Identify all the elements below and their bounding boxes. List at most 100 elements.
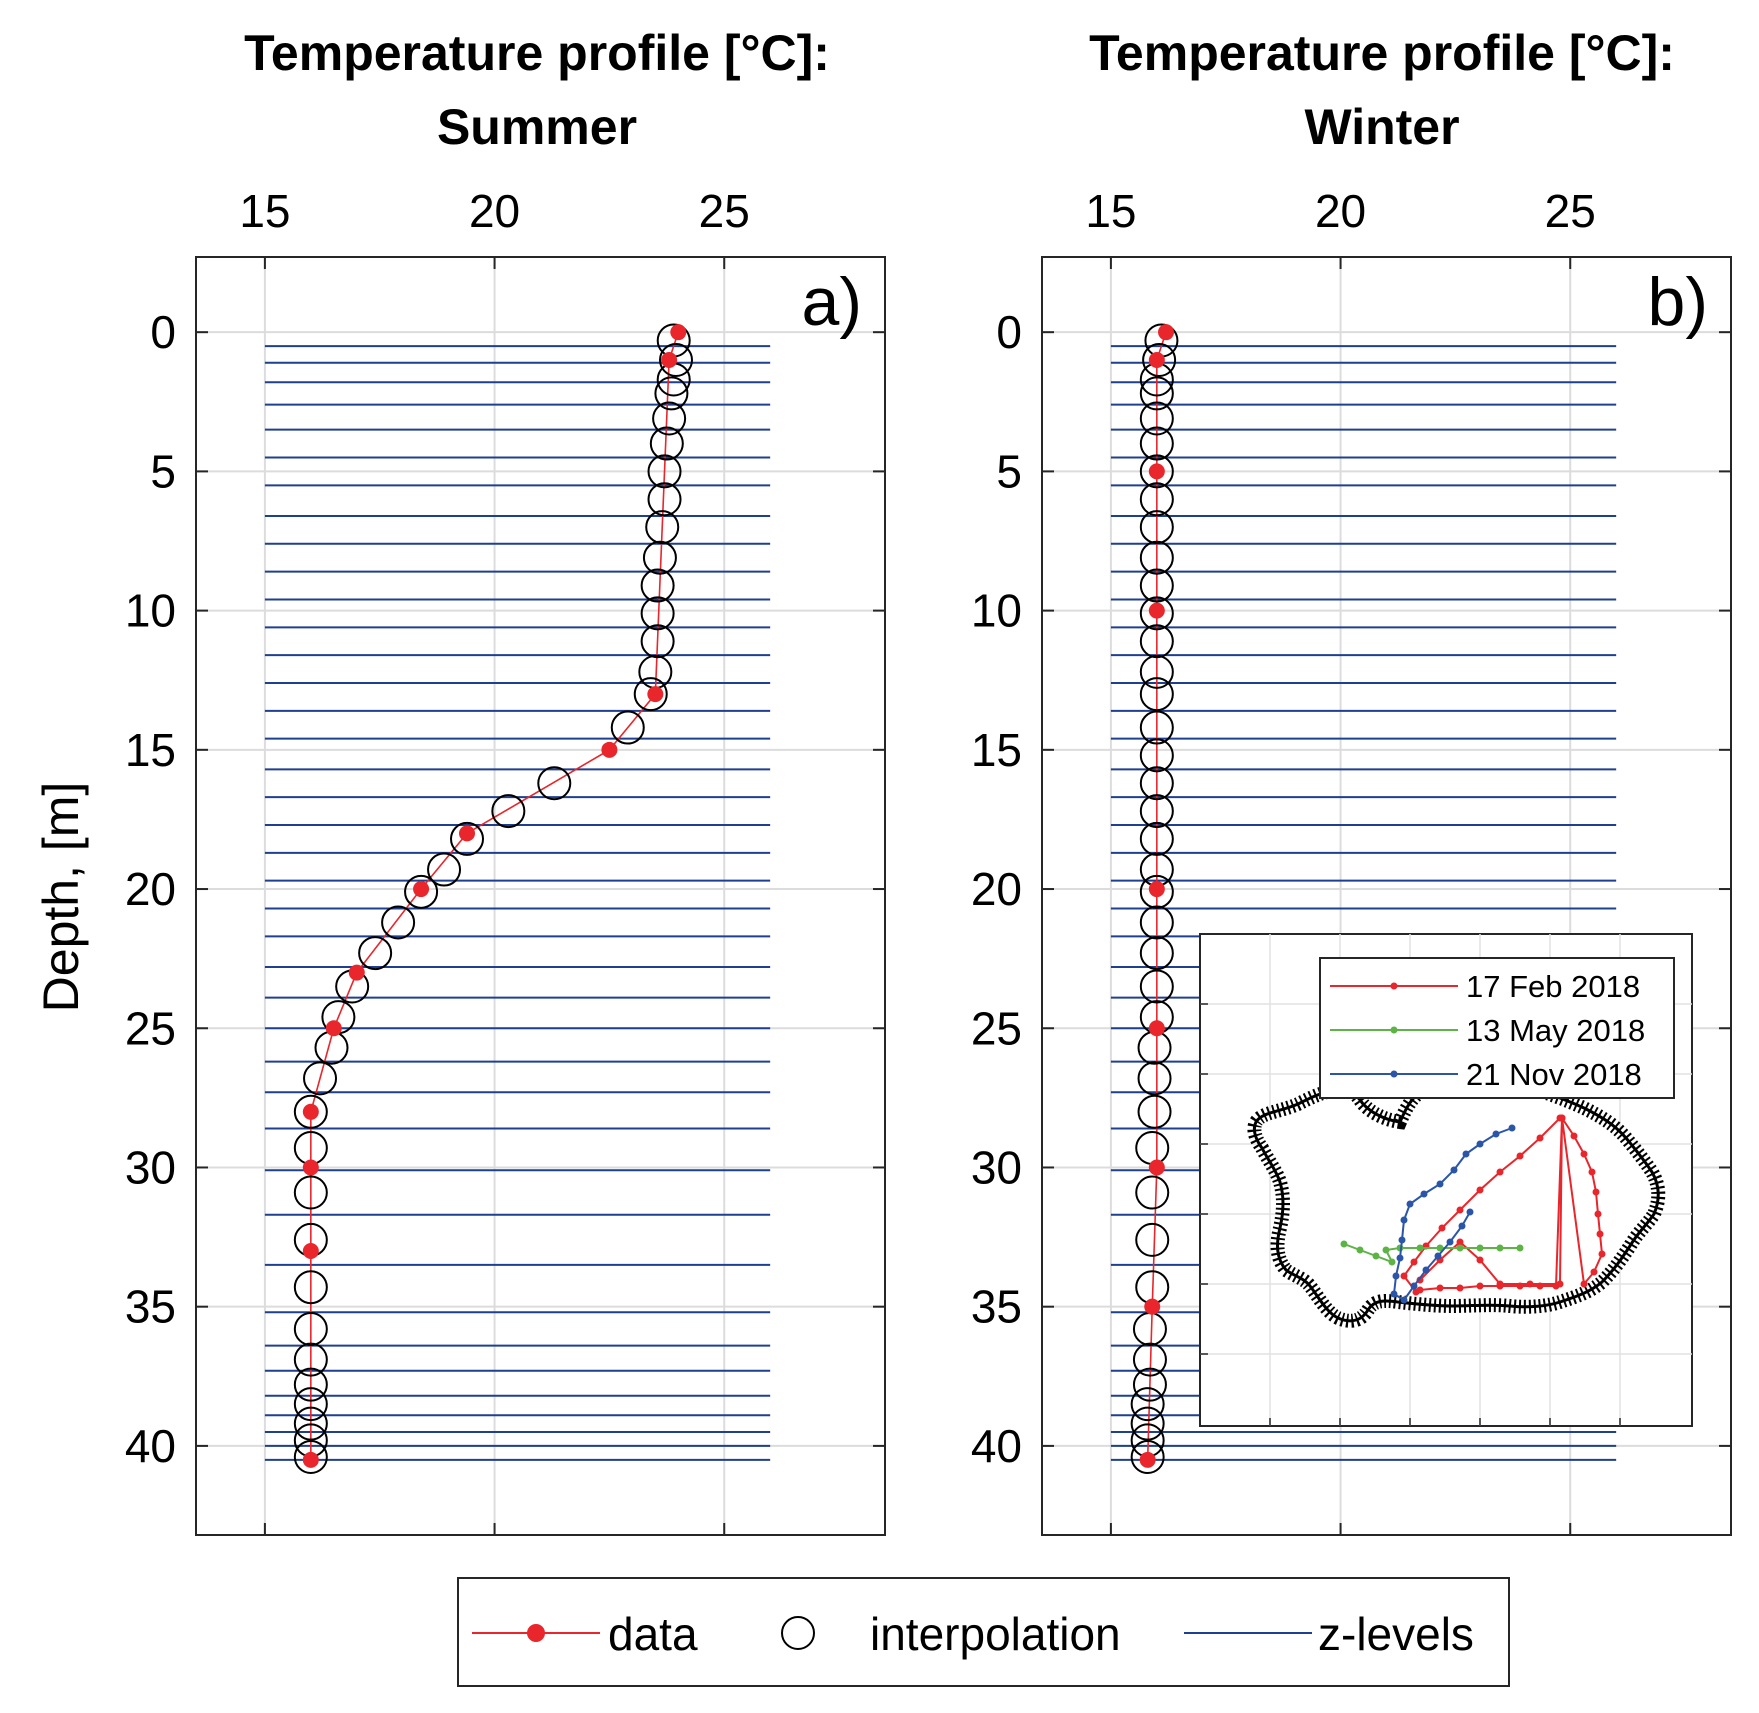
y-tick-label: 35 — [125, 1281, 176, 1333]
panel-b-tick-labels: 15 20 25 0 5 10 15 20 25 30 35 40 — [971, 185, 1596, 1472]
panel-a-series — [264, 323, 771, 1475]
interpolation-point — [633, 677, 668, 712]
interpolation-point — [642, 540, 677, 575]
track-feb-point — [1526, 1280, 1534, 1288]
x-tick-label: 15 — [239, 185, 290, 237]
interpolation-point — [1137, 1094, 1172, 1129]
legend-label-interpolation: interpolation — [870, 1608, 1121, 1660]
track-may-point — [1388, 1258, 1396, 1266]
y-tick-label: 35 — [971, 1281, 1022, 1333]
panel-winter: Temperature profile [°C]: Winter 15 20 25 0… — [971, 25, 1732, 1536]
y-tick-label: 10 — [125, 585, 176, 637]
track-feb-point — [1410, 1258, 1418, 1266]
interpolation-point — [1139, 482, 1174, 517]
interpolation-point — [491, 794, 526, 829]
interpolation-point — [640, 624, 675, 659]
interpolation-point — [1139, 568, 1174, 603]
track-feb-point — [1496, 1168, 1504, 1176]
track-nov-point — [1410, 1282, 1418, 1290]
data-point — [302, 1103, 319, 1120]
track-feb-point — [1456, 1206, 1464, 1214]
interpolation-point — [293, 1311, 328, 1346]
interpolation-point — [1139, 710, 1174, 745]
track-feb-point — [1588, 1168, 1596, 1176]
inset-legend-entry-feb: 17 Feb 2018 — [1330, 969, 1640, 1004]
track-nov-point — [1462, 1150, 1470, 1158]
interpolation-point — [293, 1406, 328, 1441]
y-tick-label: 40 — [971, 1420, 1022, 1472]
interpolation-point — [427, 852, 462, 887]
legend-entry-z-levels: z-levels — [1184, 1608, 1474, 1660]
interpolation-point — [1130, 1440, 1165, 1475]
y-tick-label: 30 — [125, 1141, 176, 1193]
interpolation-point — [1139, 821, 1174, 856]
interpolation-point — [1139, 936, 1174, 971]
interpolation-point — [649, 426, 684, 461]
interpolation-point — [293, 1342, 328, 1377]
track-feb-point — [1570, 1132, 1578, 1140]
x-tick-label: 20 — [1315, 185, 1366, 237]
interpolation-point — [293, 1367, 328, 1402]
track-feb-point — [1558, 1114, 1566, 1122]
x-tick-label: 20 — [469, 185, 520, 237]
interpolation-point — [645, 510, 680, 545]
track-may-point — [1476, 1244, 1484, 1252]
track-may-point — [1516, 1244, 1524, 1252]
inset-map: 17 Feb 2018 13 May 2018 21 Nov 2018 — [1199, 933, 1693, 1427]
interpolation-point — [1139, 596, 1174, 631]
data-point — [325, 1020, 342, 1037]
interpolation-point — [303, 1061, 338, 1096]
data-point — [459, 825, 476, 842]
inset-legend-label-may: 13 May 2018 — [1466, 1013, 1645, 1048]
track-nov-point — [1466, 1208, 1474, 1216]
y-tick-label: 0 — [150, 306, 176, 358]
y-tick-label: 30 — [971, 1141, 1022, 1193]
track-nov-point — [1492, 1130, 1500, 1138]
track-nov-point — [1458, 1222, 1466, 1230]
interpolation-point — [1142, 343, 1177, 378]
track-may-point — [1416, 1244, 1424, 1252]
panel-a-background — [196, 257, 885, 1535]
interpolation-point — [610, 710, 645, 745]
track-nov-point — [1406, 1200, 1414, 1208]
y-tick-label: 20 — [971, 863, 1022, 915]
track-feb-point — [1598, 1250, 1606, 1258]
data-point — [1148, 1159, 1165, 1176]
panel-a-tick-labels: 15 20 25 0 5 10 15 20 25 30 35 40 — [125, 185, 750, 1472]
track-feb-point — [1536, 1134, 1544, 1142]
inset-legend-entry-may: 13 May 2018 — [1330, 1013, 1645, 1048]
x-tick-label: 25 — [699, 185, 750, 237]
interpolation-point — [358, 936, 393, 971]
data-point — [670, 324, 687, 341]
track-feb-point — [1516, 1152, 1524, 1160]
interpolation-point — [450, 821, 485, 856]
track-nov-point — [1400, 1216, 1408, 1224]
track-nov-point — [1436, 1180, 1444, 1188]
interpolation-point — [1139, 677, 1174, 712]
panel-b-title-line1: Temperature profile [°C]: — [1089, 25, 1675, 81]
data-point — [1148, 1020, 1165, 1037]
inset-legend-label-feb: 17 Feb 2018 — [1466, 969, 1640, 1004]
track-may-point — [1356, 1246, 1364, 1254]
y-tick-label: 25 — [125, 1002, 176, 1054]
interpolation-point — [1130, 1406, 1165, 1441]
track-feb-point — [1556, 1280, 1564, 1288]
track-feb-point — [1580, 1280, 1588, 1288]
track-feb-point — [1580, 1150, 1588, 1158]
track-nov-point — [1398, 1236, 1406, 1244]
track-nov-point — [1420, 1190, 1428, 1198]
interpolation-point — [1139, 454, 1174, 489]
y-axis-label: Depth, [m] — [33, 782, 89, 1013]
track-may-point — [1436, 1244, 1444, 1252]
interpolation-point — [1139, 426, 1174, 461]
inset-tracks — [1340, 1114, 1606, 1304]
interpolation-point — [654, 376, 689, 411]
interpolation-point — [1139, 905, 1174, 940]
data-point — [348, 964, 365, 981]
data-point — [601, 741, 618, 758]
inset-legend-label-nov: 21 Nov 2018 — [1466, 1057, 1642, 1092]
interpolation-point — [640, 596, 675, 631]
track-feb-point — [1536, 1282, 1544, 1290]
track-may-point — [1496, 1244, 1504, 1252]
track-may-point — [1382, 1246, 1390, 1254]
